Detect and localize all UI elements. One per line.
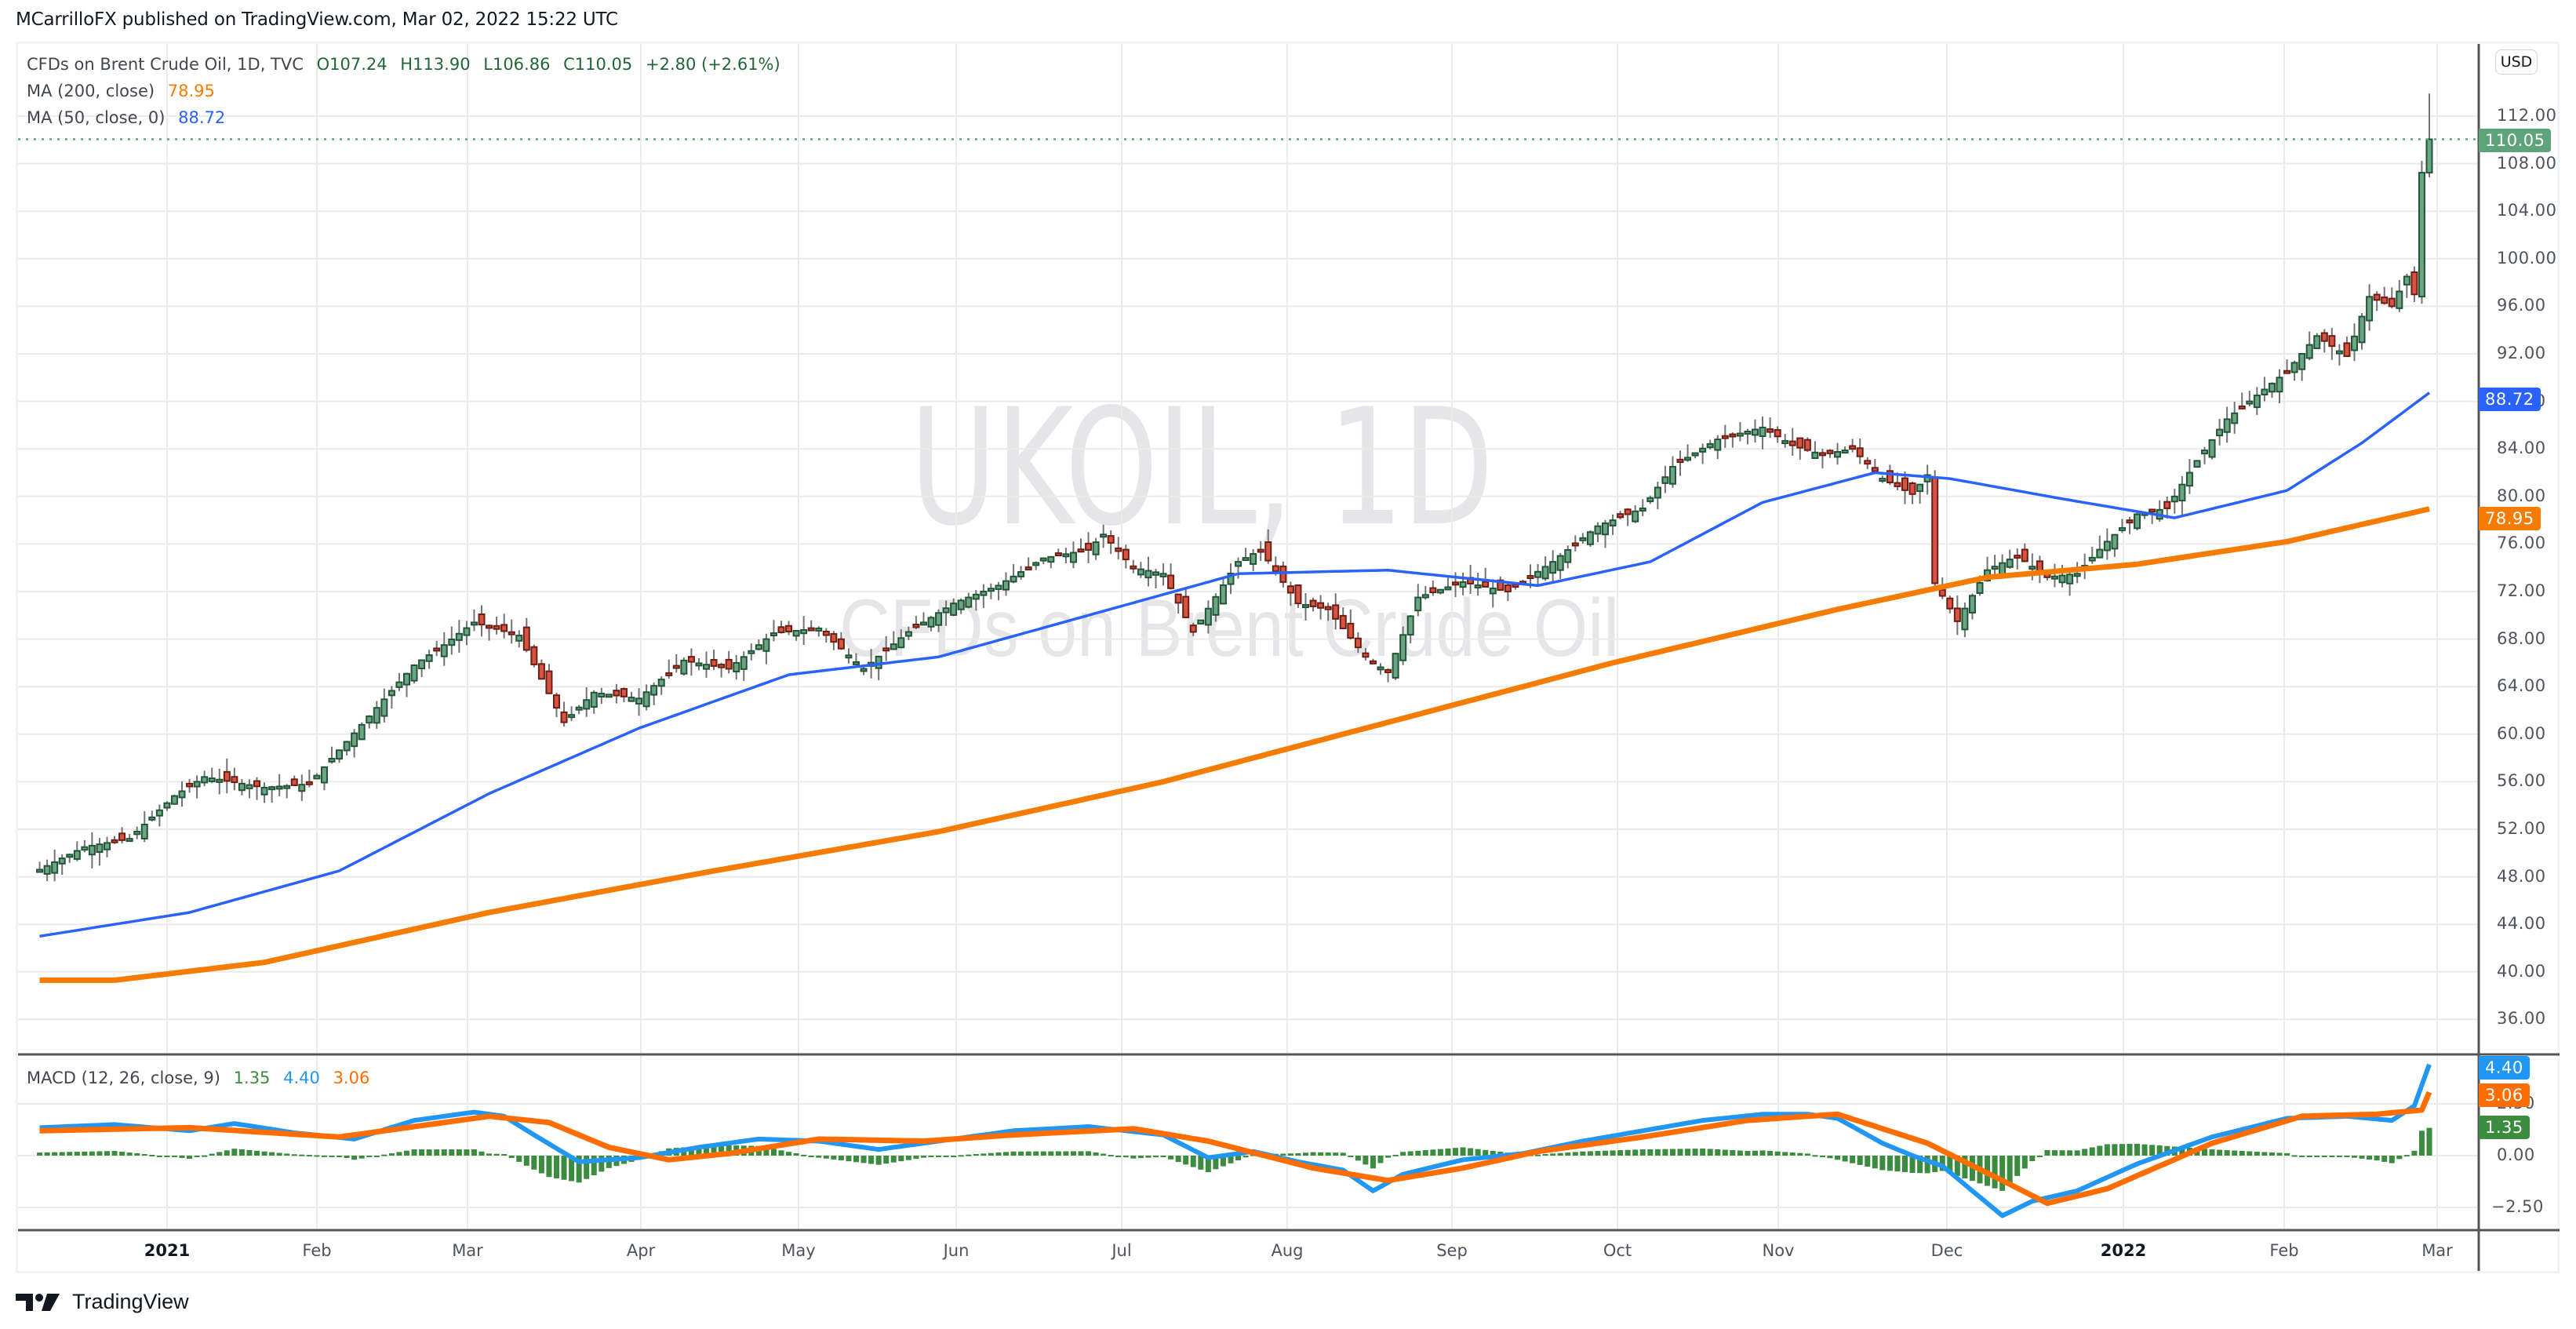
time-tick-label: Jun [943,1241,970,1260]
chart-frame [16,42,2560,1273]
symbol-title: CFDs on Brent Crude Oil, 1D, TVC [27,55,304,74]
price-tick-label: 68.00 [2497,628,2546,648]
ma50-legend[interactable]: MA (50, close, 0) 88.72 [27,108,233,127]
price-tick-label: 96.00 [2497,296,2546,315]
macd-histogram [37,1127,2432,1191]
price-tick-label: 108.00 [2497,153,2557,173]
ma200-price-tag: 78.95 [2479,507,2541,530]
price-tick-label: 72.00 [2497,581,2546,600]
time-tick-label: Sep [1436,1241,1468,1260]
price-tick-label: 104.00 [2497,201,2557,220]
time-tick-label: Feb [302,1241,332,1260]
macd-line-tag: 4.40 [2479,1056,2530,1080]
time-tick-label: May [781,1241,816,1260]
price-tick-label: 60.00 [2497,723,2546,743]
tradingview-logo-icon [16,1293,60,1311]
time-tick-label: Mar [452,1241,483,1260]
price-tick-label: 52.00 [2497,819,2546,838]
ma50-value: 88.72 [178,108,226,127]
time-tick-label: Mar [2421,1241,2453,1260]
time-tick-label: 2022 [2100,1241,2147,1260]
price-tick-label: 76.00 [2497,533,2546,553]
ma200-legend[interactable]: MA (200, close) 78.95 [27,82,223,100]
price-tick-label: 44.00 [2497,914,2546,934]
time-tick-label: Jul [1112,1241,1132,1260]
macd-signal-value: 3.06 [333,1069,370,1087]
macd-signal-tag: 3.06 [2479,1083,2530,1107]
ma50-price-tag: 88.72 [2479,388,2541,411]
ma50-label: MA (50, close, 0) [27,108,166,127]
currency-button[interactable]: USD [2495,49,2538,75]
ohlc-high: H113.90 [400,55,471,74]
price-tick-label: 92.00 [2497,344,2546,362]
time-tick-label: Dec [1930,1241,1963,1260]
tradingview-logo[interactable]: TradingView [16,1290,189,1314]
macd-hist-value: 1.35 [233,1069,271,1087]
price-tick-label: 40.00 [2497,961,2546,981]
price-tick-label: 80.00 [2497,486,2546,505]
last-price-tag: 110.05 [2479,129,2552,152]
ohlc-low: L106.86 [483,55,551,74]
ma50-line [39,391,2431,938]
time-tick-label: 2021 [144,1241,191,1260]
macd-line-value: 4.40 [283,1069,320,1087]
price-tick-label: 112.00 [2497,106,2557,125]
time-tick-label: Aug [1271,1241,1304,1260]
ohlc-change: +2.80 (+2.61%) [645,55,780,74]
time-tick-label: Feb [2269,1241,2299,1260]
price-tick-label: 36.00 [2497,1009,2546,1029]
tradingview-logo-text: TradingView [72,1290,189,1313]
candles [36,93,2433,882]
published-caption: MCarrilloFX published on TradingView.com… [16,9,618,30]
time-tick-label: Oct [1603,1241,1632,1260]
ma200-value: 78.95 [167,82,215,100]
time-tick-label: Apr [626,1241,656,1260]
ohlc-open: O107.24 [316,55,387,74]
ma200-line [39,506,2430,983]
macd-legend[interactable]: MACD (12, 26, close, 9) 1.35 4.40 3.06 [27,1069,377,1087]
macd-tick-label: 0.00 [2497,1145,2535,1164]
symbol-legend[interactable]: CFDs on Brent Crude Oil, 1D, TVC O107.24… [27,55,788,74]
gridlines [18,44,2479,1230]
time-tick-label: Nov [1762,1241,1795,1260]
price-tick-label: 84.00 [2497,439,2546,458]
macd-tick-label: −2.50 [2491,1197,2544,1216]
price-tick-label: 56.00 [2497,771,2546,791]
macd-label: MACD (12, 26, close, 9) [27,1069,220,1087]
watermark-symbol: UKOIL, 1D [910,375,1494,562]
macd-signal-line [39,1091,2432,1207]
macd-line [39,1063,2432,1218]
macd-hist-tag: 1.35 [2479,1116,2530,1139]
price-tick-label: 64.00 [2497,676,2546,696]
ohlc-close: C110.05 [563,55,633,74]
price-tick-label: 48.00 [2497,866,2546,886]
ma200-label: MA (200, close) [27,82,155,100]
price-tick-label: 100.00 [2497,248,2557,268]
